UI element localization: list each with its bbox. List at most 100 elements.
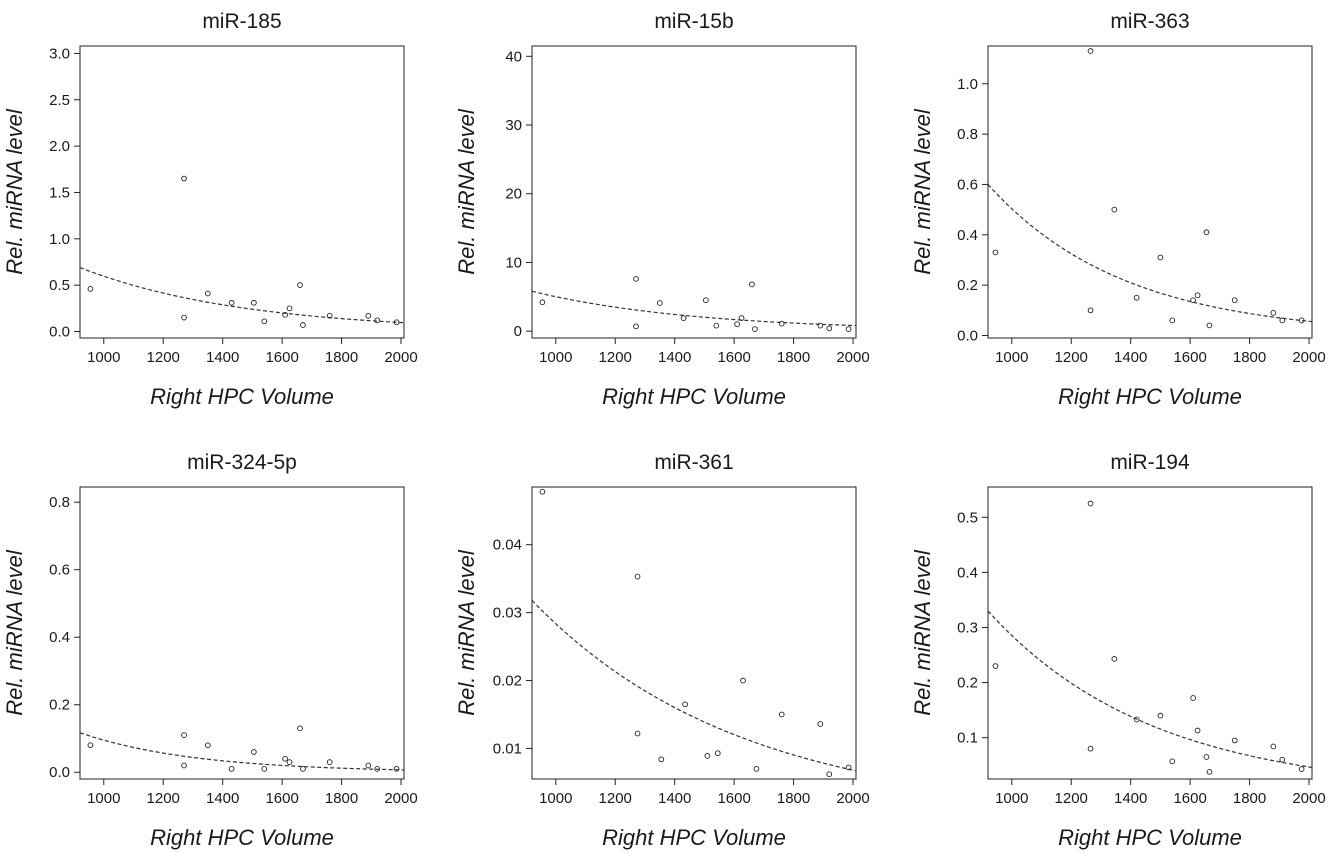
y-tick-label: 1.0	[957, 76, 978, 93]
plot-frame	[79, 486, 405, 780]
y-tick-label: 0.8	[49, 494, 70, 511]
data-point	[228, 299, 235, 306]
data-point	[374, 317, 381, 324]
data-point	[704, 753, 711, 759]
data-point	[393, 319, 400, 326]
data-point	[326, 759, 333, 765]
y-tick-label: 0	[514, 323, 522, 340]
data-point	[1111, 656, 1118, 662]
x-tick-label: 1400	[1114, 349, 1147, 366]
data-point	[714, 750, 721, 757]
data-point	[181, 762, 187, 769]
y-tick-label: 0.2	[957, 675, 978, 692]
x-tick-label: 1400	[206, 349, 239, 366]
data-point	[87, 286, 94, 292]
data-point	[251, 299, 257, 306]
data-point	[365, 312, 372, 319]
data-point	[1203, 754, 1210, 760]
data-point	[228, 766, 235, 772]
x-tick-label: 1200	[599, 349, 632, 366]
y-axis-label: Rel. miRNA level	[454, 549, 479, 716]
y-tick-label: 0.0	[49, 764, 70, 781]
x-tick-label: 1800	[325, 790, 358, 807]
data-point	[845, 326, 852, 332]
y-tick-label: 0.6	[957, 176, 978, 193]
data-point	[680, 315, 687, 321]
data-point	[1298, 317, 1305, 324]
data-point	[261, 766, 268, 772]
y-tick-label: 0.8	[957, 126, 978, 143]
data-point	[1111, 206, 1118, 213]
data-point	[817, 322, 824, 329]
data-point	[300, 322, 306, 328]
x-tick-label: 2000	[384, 790, 417, 807]
y-tick-label: 1.5	[49, 184, 70, 201]
data-point	[752, 326, 758, 332]
x-tick-label: 1600	[1173, 349, 1206, 366]
fit-curve	[988, 184, 1312, 323]
x-tick-label: 1600	[265, 349, 298, 366]
x-tick-label: 2000	[836, 349, 869, 366]
x-tick-label: 1400	[658, 349, 691, 366]
data-point	[753, 765, 760, 772]
plot-frame	[531, 486, 857, 780]
y-axis-label: Rel. miRNA level	[910, 108, 935, 275]
x-tick-label: 1600	[717, 790, 750, 807]
fit-curve	[532, 290, 856, 327]
data-point	[181, 314, 187, 321]
fit-curve	[988, 610, 1312, 769]
data-point	[1190, 695, 1196, 701]
data-point	[1169, 317, 1176, 324]
data-point	[204, 742, 211, 749]
data-point	[393, 766, 400, 772]
x-tick-label: 2000	[836, 790, 869, 807]
data-point	[992, 663, 999, 669]
x-axis-label: Right HPC Volume	[602, 384, 786, 409]
data-point	[634, 730, 641, 737]
x-tick-label: 1800	[777, 349, 810, 366]
x-tick-label: 1000	[995, 790, 1028, 807]
data-point	[282, 311, 288, 318]
x-tick-label: 1000	[87, 349, 120, 366]
y-tick-label: 40	[505, 48, 522, 65]
data-point	[703, 297, 709, 304]
data-point	[1231, 737, 1238, 744]
y-axis-label: Rel. miRNA level	[910, 549, 935, 716]
y-tick-label: 0.2	[957, 277, 978, 294]
panel-5: miR-361 1000 1200 1400 1600 1800 2000 0.01 0.02 0…	[454, 451, 870, 850]
panel-6: miR-194 1000 1200 1400 1600 1800 2000 0.1 0.2 0.3…	[910, 451, 1326, 850]
panel-1: miR-185 1000 1200 1400 1600 1800 2000 0.0 0.5 1.0…	[2, 10, 418, 409]
data-point	[734, 321, 740, 328]
x-tick-label: 1200	[599, 790, 632, 807]
x-tick-label: 1000	[87, 790, 120, 807]
y-tick-label: 20	[505, 186, 522, 203]
x-tick-label: 1000	[995, 349, 1028, 366]
y-tick-label: 0.02	[493, 673, 522, 690]
data-point	[778, 320, 785, 327]
data-point	[658, 756, 665, 763]
data-point	[634, 573, 641, 580]
data-point	[300, 766, 306, 772]
data-point	[204, 290, 211, 297]
x-tick-label: 1800	[1233, 790, 1266, 807]
data-point	[817, 721, 824, 727]
data-point	[1279, 756, 1286, 763]
data-point	[1157, 254, 1164, 261]
data-point	[181, 175, 187, 182]
panel-title: miR-361	[654, 451, 733, 474]
y-tick-label: 0.0	[49, 324, 70, 341]
data-point	[1087, 500, 1094, 507]
x-tick-label: 1600	[1173, 790, 1206, 807]
data-point	[1298, 766, 1305, 772]
data-point	[656, 300, 663, 306]
data-point	[1190, 297, 1196, 304]
x-tick-label: 2000	[1292, 790, 1325, 807]
y-tick-label: 10	[505, 254, 522, 271]
data-point	[778, 711, 785, 718]
x-tick-label: 1400	[1114, 790, 1147, 807]
x-tick-label: 2000	[384, 349, 417, 366]
data-point	[297, 725, 303, 732]
data-point	[1169, 758, 1176, 765]
data-point	[181, 732, 187, 738]
